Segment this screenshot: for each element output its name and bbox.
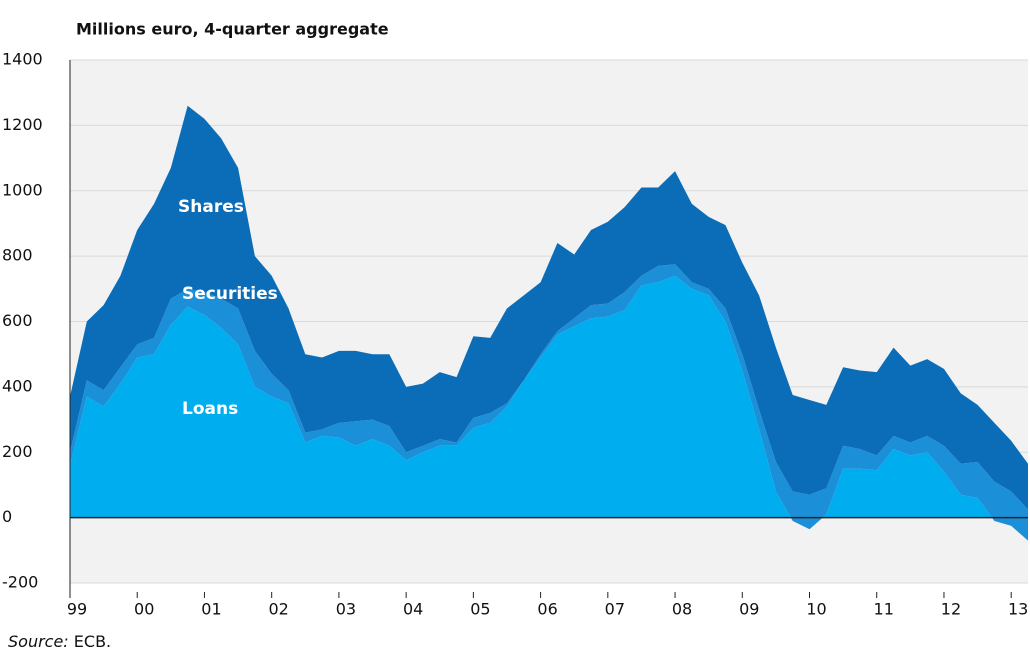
x-tick-label: 01 (201, 600, 221, 619)
y-tick-label: 200 (2, 442, 33, 461)
area-loans (70, 275, 1028, 541)
source-text: ECB. (74, 632, 111, 651)
x-tick-label: 05 (470, 600, 490, 619)
x-tick-label: 00 (134, 600, 154, 619)
y-tick-label: 1000 (2, 180, 43, 199)
x-tick-label: 06 (537, 600, 557, 619)
x-tick-label: 03 (336, 600, 356, 619)
chart-title: Millions euro, 4-quarter aggregate (76, 20, 389, 39)
x-tick-label: 09 (739, 600, 759, 619)
area-shares (70, 105, 1028, 510)
x-tick-label: 11 (874, 600, 894, 619)
x-tick-label: 07 (605, 600, 625, 619)
x-tick-label: 10 (806, 600, 826, 619)
y-tick-label: 0 (2, 507, 12, 526)
annotation: Shares (178, 197, 244, 217)
annotation: Loans (182, 399, 238, 419)
source-label: Source: (8, 632, 69, 651)
source: Source: ECB. (8, 632, 111, 651)
x-tick-label: 12 (941, 600, 961, 619)
x-tick-label: 02 (269, 600, 289, 619)
y-tick-label: 400 (2, 376, 33, 395)
annotation: Securities (182, 284, 278, 304)
x-tick-label: 04 (403, 600, 423, 619)
y-tick-label: 1200 (2, 115, 43, 134)
x-tick-label: 08 (672, 600, 692, 619)
y-tick-label: 1400 (2, 50, 43, 69)
y-tick-label: -200 (2, 573, 38, 592)
x-tick-label: 99 (67, 600, 87, 619)
y-tick-label: 600 (2, 311, 33, 330)
y-tick-label: 800 (2, 246, 33, 265)
x-tick-label: 13 (1008, 600, 1028, 619)
